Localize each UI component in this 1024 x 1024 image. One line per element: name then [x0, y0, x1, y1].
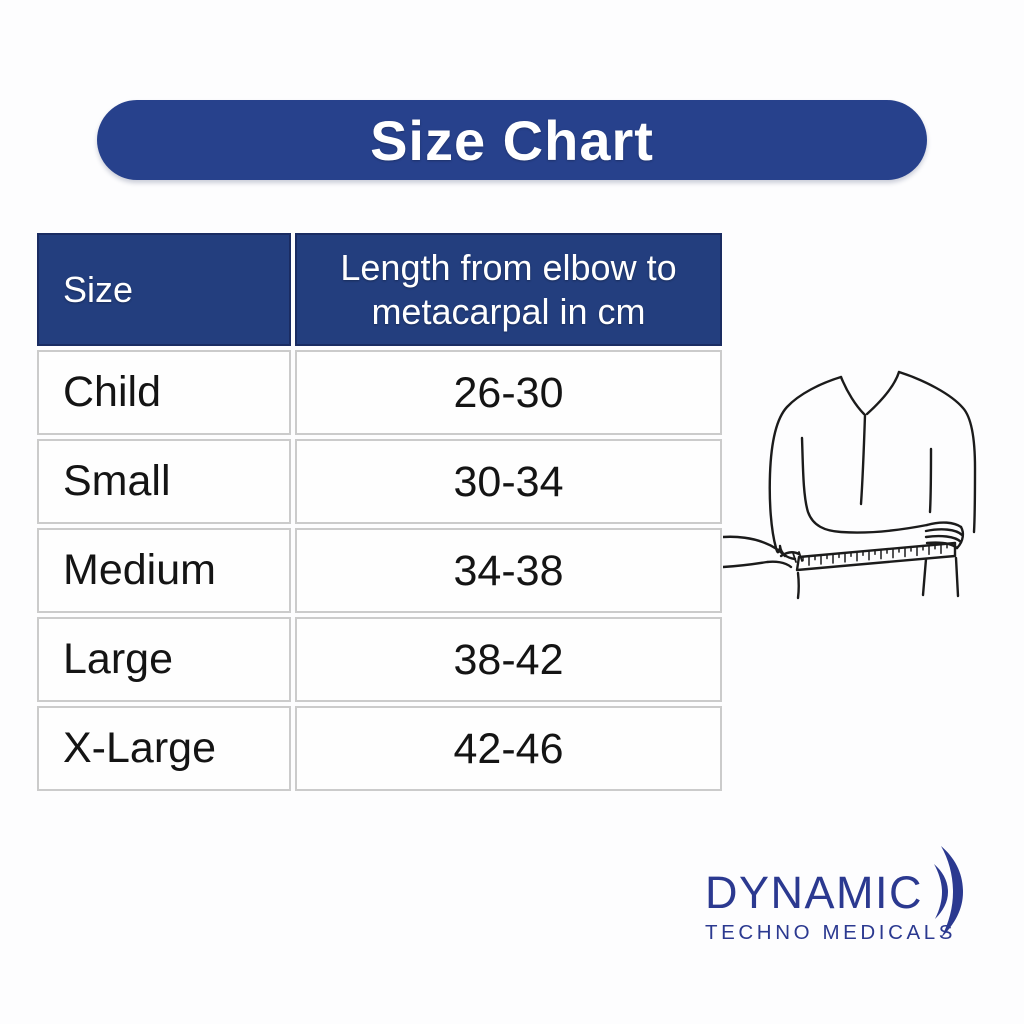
title-banner: Size Chart	[97, 100, 927, 180]
brand-tagline: TECHNO MEDICALS	[705, 921, 957, 945]
collar-right-line	[865, 370, 901, 416]
measuring-tape-outline	[795, 541, 957, 572]
arm-measurement-illustration	[723, 370, 977, 600]
body-line-middle	[921, 557, 928, 597]
measuring-tape-ticks	[802, 542, 948, 566]
size-table: Size Length from elbow to metacarpal in …	[33, 229, 726, 795]
logo-arcs-icon	[934, 846, 963, 938]
page-title: Size Chart	[370, 108, 654, 172]
brand-logo: DYNAMIC TECHNO MEDICALS	[705, 846, 995, 945]
length-cell: 38-42	[295, 617, 722, 702]
size-cell: Large	[37, 617, 291, 702]
helper-thumb-tip-line	[792, 551, 803, 563]
body-line-left	[796, 571, 800, 600]
size-cell: Small	[37, 439, 291, 524]
length-cell: 34-38	[295, 528, 722, 613]
placket-line	[859, 413, 867, 506]
length-cell: 26-30	[295, 350, 722, 435]
left-arm-outline	[768, 375, 843, 554]
table-row: X-Large 42-46	[37, 706, 722, 791]
column-header-size: Size	[37, 233, 291, 346]
right-arm-outline	[897, 370, 977, 534]
brand-name: DYNAMIC	[705, 867, 924, 918]
table-row: Large 38-42	[37, 617, 722, 702]
helper-thumb-line	[779, 551, 801, 558]
table-row: Medium 34-38	[37, 528, 722, 613]
finger-line	[925, 521, 963, 529]
body-line-right	[954, 556, 960, 598]
size-cell: X-Large	[37, 706, 291, 791]
inner-left-arm-line	[800, 436, 929, 534]
column-header-length: Length from elbow to metacarpal in cm	[295, 233, 722, 346]
size-cell: Child	[37, 350, 291, 435]
table-row: Child 26-30	[37, 350, 722, 435]
helper-hand-bottom-line	[723, 560, 793, 569]
finger-line	[924, 528, 964, 537]
inner-right-arm-line	[928, 447, 933, 514]
helper-hand-top-line	[723, 535, 787, 558]
length-cell: 30-34	[295, 439, 722, 524]
hand-edge-line	[955, 525, 965, 550]
table-row: Small 30-34	[37, 439, 722, 524]
size-cell: Medium	[37, 528, 291, 613]
finger-line	[924, 534, 963, 544]
collar-left-line	[839, 375, 866, 416]
table-header-row: Size Length from elbow to metacarpal in …	[37, 233, 722, 346]
length-cell: 42-46	[295, 706, 722, 791]
